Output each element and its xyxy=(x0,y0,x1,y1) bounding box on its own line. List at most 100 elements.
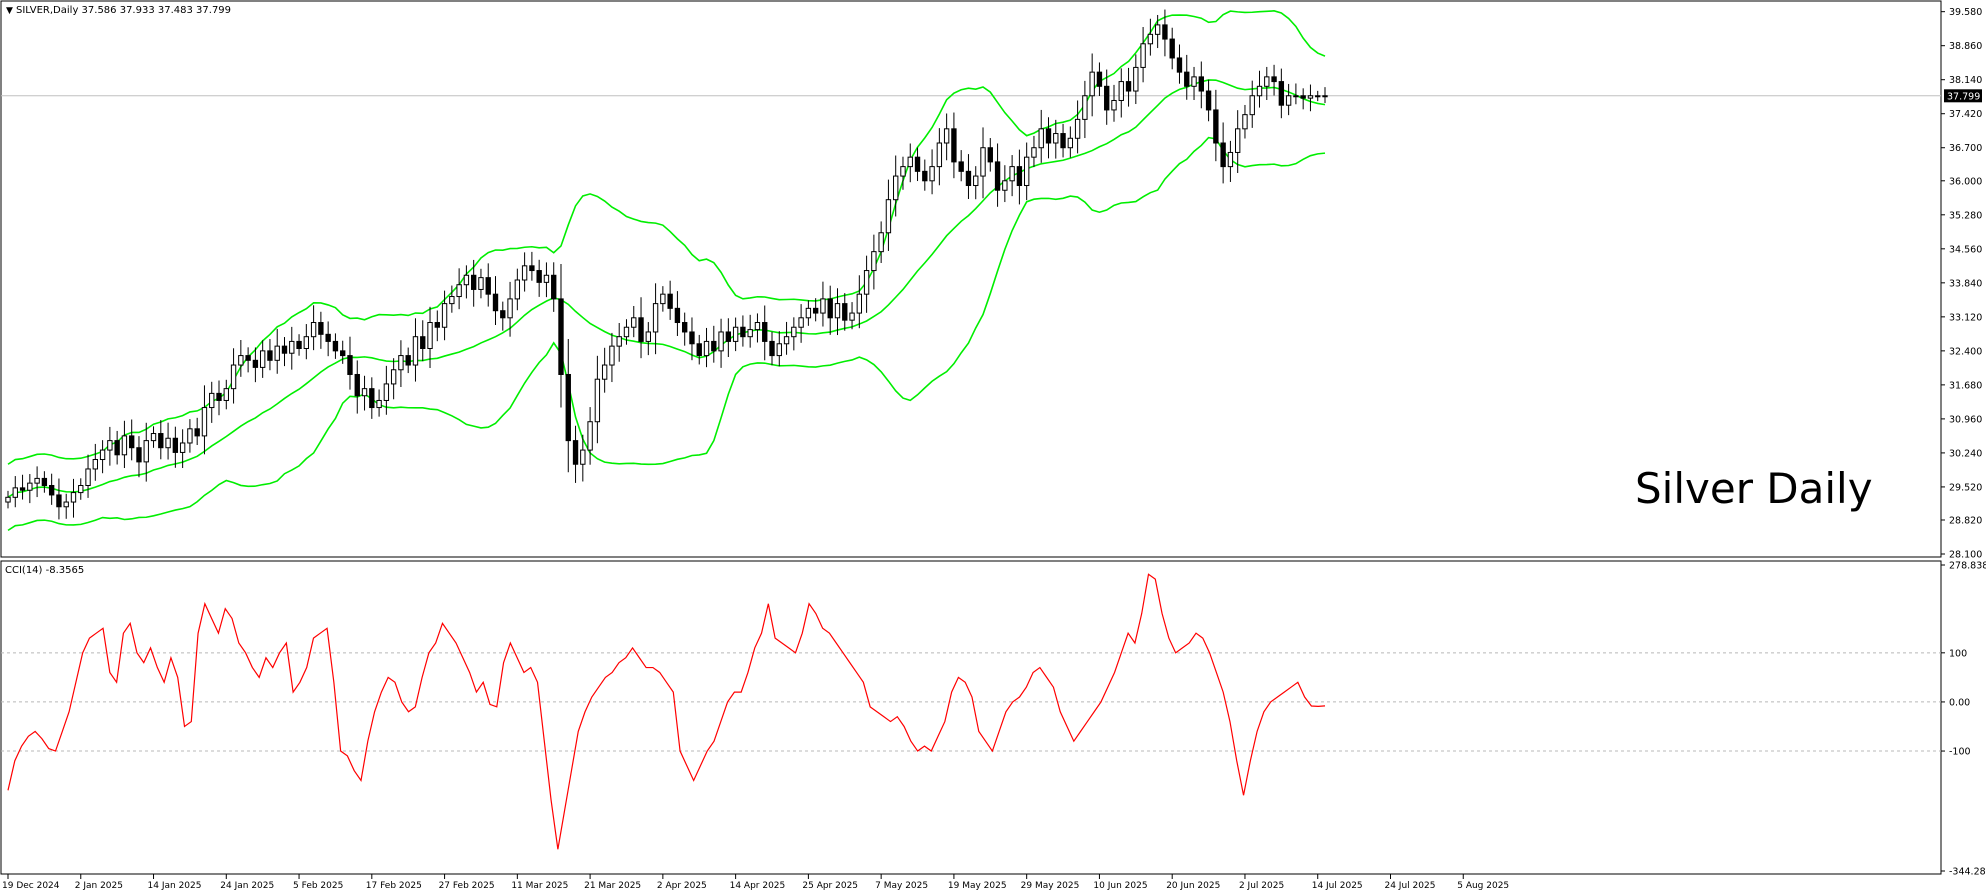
candle-body xyxy=(449,296,455,305)
candle-body xyxy=(1074,118,1081,139)
candle-body xyxy=(616,336,622,347)
candle-body xyxy=(187,428,193,444)
candle-body xyxy=(420,336,426,350)
candle-body xyxy=(201,407,208,437)
candle-body xyxy=(732,326,739,342)
candle-body xyxy=(492,293,499,312)
candle-body xyxy=(791,326,797,338)
candle-body xyxy=(696,343,702,357)
candle-body xyxy=(1009,166,1015,182)
cci-line xyxy=(7,573,1326,850)
candle-body xyxy=(310,322,317,338)
time-axis-label: 7 May 2025 xyxy=(875,881,928,891)
candle-body xyxy=(143,440,149,463)
candle-body xyxy=(769,340,775,357)
candle-body xyxy=(85,468,91,486)
candle-body xyxy=(587,421,593,451)
time-axis-label: 29 May 2025 xyxy=(1021,881,1080,891)
price-axis-label: 28.820 xyxy=(1949,515,1982,526)
time-axis-label: 27 Feb 2025 xyxy=(439,881,495,891)
price-axis-label: 30.960 xyxy=(1949,414,1982,425)
current-price-badge xyxy=(1944,89,1982,103)
candle-body xyxy=(121,435,128,456)
candle-body xyxy=(922,170,928,182)
candle-body xyxy=(500,310,506,319)
time-axis-label: 20 Jun 2025 xyxy=(1166,881,1220,891)
candle-body xyxy=(456,284,462,298)
candle-body xyxy=(900,166,906,177)
candle-body xyxy=(318,322,324,335)
candle-body xyxy=(369,388,375,409)
price-axis-label: 28.100 xyxy=(1949,550,1982,561)
time-axis-label: 17 Feb 2025 xyxy=(366,881,422,891)
price-axis-label: 33.120 xyxy=(1949,312,1982,323)
candle-body xyxy=(485,277,491,295)
price-panel-frame xyxy=(0,0,1942,558)
candle-body xyxy=(478,277,484,290)
candle-body xyxy=(107,440,113,451)
time-axis-label: 5 Feb 2025 xyxy=(293,881,343,891)
candle-body xyxy=(682,322,688,333)
candle-body xyxy=(216,392,222,401)
price-axis-label: 32.400 xyxy=(1949,346,1982,357)
price-axis-label: 33.840 xyxy=(1949,278,1982,289)
candlestick-series xyxy=(5,9,1328,520)
candle-body xyxy=(361,388,368,397)
candle-body xyxy=(1169,38,1175,59)
candle-body xyxy=(718,331,724,352)
price-axis-label: 31.680 xyxy=(1949,380,1982,391)
candle-body xyxy=(536,270,542,283)
candle-body xyxy=(638,317,644,342)
candle-body xyxy=(674,307,681,324)
candle-body xyxy=(514,279,521,300)
candle-body xyxy=(645,331,651,342)
candle-body xyxy=(41,477,48,486)
candle-body xyxy=(267,350,273,361)
candle-body xyxy=(150,433,157,442)
candle-body xyxy=(1293,95,1299,98)
candle-body xyxy=(740,326,746,338)
candle-body xyxy=(427,322,433,350)
candle-body xyxy=(529,265,535,272)
candle-body xyxy=(463,274,470,286)
candle-body xyxy=(1125,81,1132,92)
candle-body xyxy=(340,350,346,357)
candle-body xyxy=(1235,128,1241,153)
candle-body xyxy=(383,383,390,401)
candle-body xyxy=(1118,81,1124,101)
candle-body xyxy=(805,307,812,319)
candle-body xyxy=(1315,95,1321,98)
candle-body xyxy=(1322,95,1328,98)
time-axis-label: 24 Jan 2025 xyxy=(220,881,274,891)
time-axis-label: 24 Jul 2025 xyxy=(1384,881,1435,891)
candle-body xyxy=(856,293,863,314)
candle-body xyxy=(129,435,135,449)
candle-body xyxy=(1249,95,1255,116)
candle-body xyxy=(1045,128,1052,144)
time-axis-label: 2 Jul 2025 xyxy=(1239,881,1284,891)
candle-body xyxy=(5,496,11,503)
candle-body xyxy=(1082,95,1088,120)
candle-body xyxy=(1242,114,1248,130)
candle-body xyxy=(19,487,26,491)
candle-body xyxy=(1307,95,1314,99)
candle-body xyxy=(1133,66,1139,92)
candle-body xyxy=(849,312,855,321)
header-arrow-icon[interactable]: ▼ xyxy=(6,6,13,16)
candle-body xyxy=(165,437,171,449)
candle-body xyxy=(1176,57,1183,73)
candle-body xyxy=(551,274,557,300)
candle-body xyxy=(747,329,753,338)
cci-axis-label: -100 xyxy=(1949,747,1971,758)
time-axis-label: 2 Jan 2025 xyxy=(75,881,123,891)
candle-body xyxy=(63,501,69,508)
price-axis-label: 37.420 xyxy=(1949,109,1982,120)
candle-body xyxy=(223,388,229,401)
cci-axis-label: 278.8385 xyxy=(1949,561,1986,572)
cci-line-series xyxy=(7,573,1326,850)
candle-body xyxy=(434,322,440,328)
candle-body xyxy=(980,147,986,177)
bollinger-upper-band xyxy=(7,10,1326,465)
candle-body xyxy=(798,317,804,328)
candle-body xyxy=(631,317,637,328)
